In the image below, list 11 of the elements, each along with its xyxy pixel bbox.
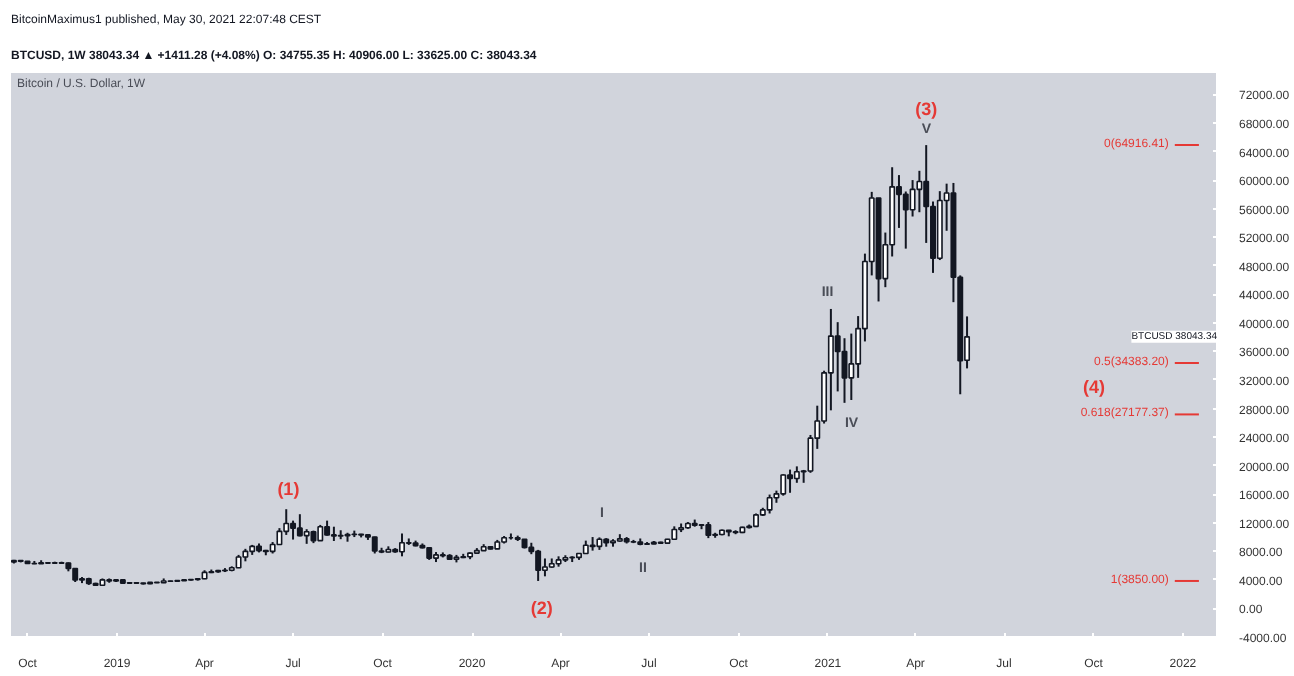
candlestick [766, 493, 773, 515]
candlestick [916, 169, 923, 214]
annotation: (3) [915, 98, 938, 119]
candlestick [780, 473, 787, 497]
annotation: (1) [277, 478, 300, 499]
candlestick [535, 548, 542, 582]
annotation: (4) [1082, 377, 1105, 398]
candlestick [787, 468, 794, 494]
candlestick [290, 519, 297, 541]
annotation: (2) [530, 598, 553, 619]
candlestick [398, 532, 405, 558]
